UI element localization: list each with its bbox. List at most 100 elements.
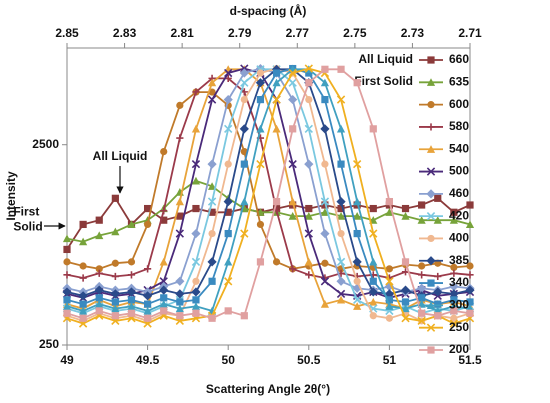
marker [304,229,313,238]
marker [401,212,410,220]
marker [304,212,313,220]
marker [175,229,185,238]
marker [401,304,410,313]
marker [208,229,216,238]
marker [304,124,313,134]
series [63,64,474,308]
legend-marker [427,279,435,287]
marker [337,229,345,238]
marker [95,231,104,240]
legend-label: 460 [449,186,469,200]
x-tick-label: 51 [383,353,397,367]
marker [62,302,72,310]
marker [433,287,443,297]
marker [95,216,103,224]
marker [418,294,426,302]
legend-label: 580 [449,119,469,133]
marker [353,79,361,87]
marker [191,176,201,185]
marker [385,302,394,310]
marker [321,259,329,267]
marker [369,277,377,285]
marker [353,277,361,285]
marker [369,125,377,133]
legend-marker [427,234,435,243]
legend-marker [426,323,436,332]
marker [192,296,200,304]
marker [175,197,184,206]
legend-label: 250 [449,320,469,334]
x2-tick-label: 2.81 [170,26,194,40]
x2-axis-title: d-spacing (Å) [230,3,307,18]
marker [352,257,362,267]
legend-marker [426,189,436,199]
marker [256,124,265,133]
legend-marker [426,256,436,266]
marker [208,208,216,216]
marker [272,95,281,104]
legend-label: 540 [449,141,469,155]
x2-tick-label: 2.71 [458,26,482,40]
x-tick-label: 50.5 [297,353,321,367]
marker [191,257,201,267]
series-line [66,179,471,243]
legend-annotation: First Solid [354,74,413,88]
marker [336,257,346,267]
marker [256,95,265,104]
marker [176,134,184,142]
marker [337,160,345,168]
marker [111,227,120,236]
marker [417,216,426,224]
marker [240,312,248,320]
marker [127,296,136,304]
marker [449,216,458,224]
marker [176,312,184,320]
marker [465,285,475,295]
marker [192,88,200,96]
marker [321,65,329,73]
marker [240,197,249,206]
legend-marker [427,101,435,109]
marker [256,159,265,169]
marker [208,277,216,285]
marker [111,298,119,306]
marker [191,124,201,133]
annotation: First Solid [13,205,42,234]
marker [207,159,217,169]
plot-frame [66,47,471,346]
legend-label: 340 [449,275,469,289]
marker [191,228,201,239]
marker [240,160,248,168]
marker [450,208,458,216]
marker [305,79,313,87]
marker [272,197,281,206]
marker [95,265,103,273]
x-tick-label: 49.5 [136,353,160,367]
x2-tick-label: 2.79 [228,26,252,40]
marker [385,277,394,286]
marker [305,271,313,279]
marker [288,159,297,169]
marker [466,262,474,270]
marker [449,319,459,328]
marker [320,228,330,239]
legend-annotation: All Liquid [358,52,413,66]
marker [417,316,426,326]
marker [224,160,232,168]
marker [418,271,426,279]
marker [304,257,313,266]
marker [79,314,87,322]
marker [207,95,217,104]
marker [352,295,362,305]
marker [272,124,281,133]
series [62,65,475,315]
x-tick-label: 51.5 [458,353,482,367]
marker [95,294,103,302]
marker [224,68,233,78]
marker [369,204,377,213]
marker [224,277,233,286]
marker [385,265,393,273]
marker [400,285,411,295]
marker [320,300,330,308]
legend-marker [426,167,436,176]
